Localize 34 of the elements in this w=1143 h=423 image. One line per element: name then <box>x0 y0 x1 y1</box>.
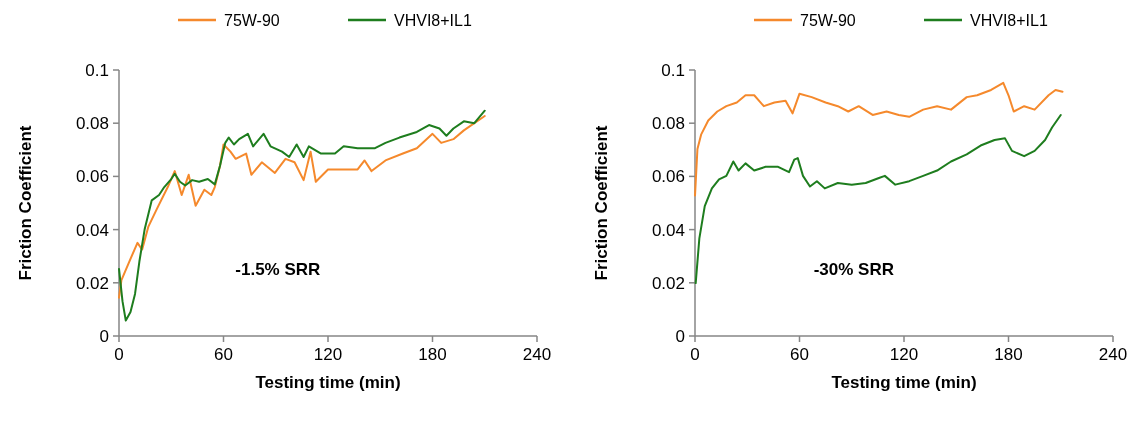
x-tick-label: 60 <box>790 345 809 364</box>
x-tick-label: 0 <box>114 345 124 364</box>
legend-label: 75W-90 <box>224 11 280 29</box>
legend-label: VHVI8+IL1 <box>394 11 472 29</box>
y-tick-label: 0.02 <box>75 273 109 293</box>
x-tick-label: 240 <box>522 345 552 364</box>
x-tick-label: 0 <box>690 345 700 364</box>
line-series <box>694 81 1064 197</box>
x-tick-label: 180 <box>994 345 1023 364</box>
x-tick-label: 120 <box>889 345 919 364</box>
legend-label: 75W-90 <box>800 11 856 29</box>
line-series <box>694 113 1062 285</box>
x-tick-label: 240 <box>1098 345 1128 364</box>
y-tick-label: 0.1 <box>85 60 109 80</box>
y-axis-title: Friction Coefficient <box>592 125 611 281</box>
x-axis-title: Testing time (min) <box>831 373 977 392</box>
y-tick-label: 0.1 <box>661 60 685 80</box>
annotation: -1.5% SRR <box>235 259 321 279</box>
y-tick-label: 0.08 <box>75 114 109 134</box>
y-tick-label: 0.04 <box>651 220 685 240</box>
y-tick-label: 0.06 <box>75 167 109 187</box>
y-tick-label: 0 <box>675 326 685 346</box>
y-tick-label: 0.06 <box>651 167 685 187</box>
x-tick-label: 120 <box>313 345 343 364</box>
annotation: -30% SRR <box>813 259 894 279</box>
y-tick-label: 0.02 <box>651 273 685 293</box>
y-tick-label: 0 <box>99 326 109 346</box>
y-tick-label: 0.08 <box>651 114 685 134</box>
x-tick-label: 60 <box>214 345 233 364</box>
legend-label: VHVI8+IL1 <box>970 11 1048 29</box>
y-axis-title: Friction Coefficient <box>16 125 35 281</box>
x-tick-label: 180 <box>418 345 447 364</box>
y-tick-label: 0.04 <box>75 220 109 240</box>
x-axis-title: Testing time (min) <box>255 373 401 392</box>
